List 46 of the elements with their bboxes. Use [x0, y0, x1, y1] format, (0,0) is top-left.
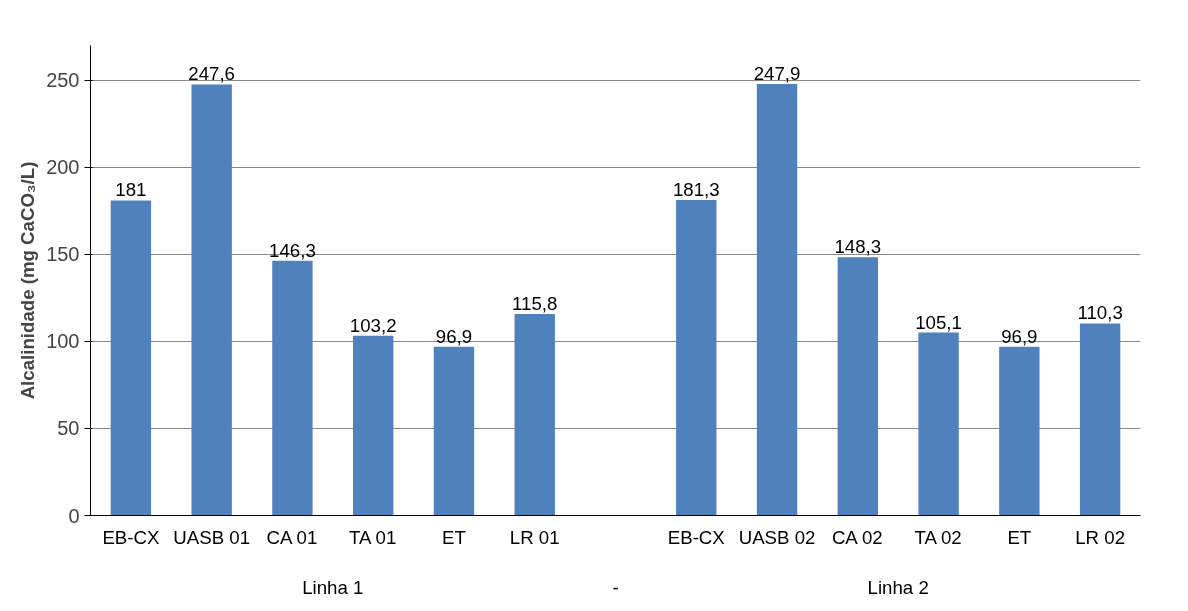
x-tick-label: EB-CX	[667, 526, 726, 548]
bar	[918, 332, 959, 516]
x-tick-label: UASB 01	[173, 526, 251, 548]
x-tick-label: UASB 02	[738, 526, 816, 548]
x-tick-label: EB-CX	[102, 526, 160, 548]
bar	[191, 84, 232, 516]
data-label: 247,6	[188, 63, 235, 85]
data-label: 115,8	[512, 292, 558, 314]
data-label: 103,2	[349, 314, 397, 336]
x-tick-label: TA 02	[914, 526, 962, 548]
data-label: 181	[115, 179, 147, 201]
y-axis-title: Alcalinidade (mg CaCO₃/L)	[17, 161, 39, 400]
data-label: 105,1	[915, 311, 962, 333]
y-tick-label: 200	[46, 156, 80, 179]
y-tick-label: 150	[46, 243, 80, 266]
x-tick-label: ET	[1007, 526, 1032, 548]
bar	[110, 200, 152, 516]
y-tick-label: 250	[46, 69, 80, 92]
bar	[676, 199, 717, 516]
data-label: 96,9	[1001, 325, 1038, 347]
data-label: 96,9	[435, 325, 473, 347]
data-label: 181,3	[672, 178, 720, 200]
bar	[353, 335, 394, 516]
bar	[514, 313, 555, 516]
data-label: 148,3	[834, 236, 882, 258]
x-tick-label: ET	[442, 526, 466, 548]
data-label: 110,3	[1077, 302, 1123, 324]
bar	[837, 257, 878, 516]
x-tick-label: LR 01	[509, 526, 560, 548]
text: Linha 2	[867, 576, 929, 598]
y-tick-label: 50	[57, 417, 80, 440]
y-tick-label: 0	[68, 504, 80, 527]
bar	[756, 83, 798, 516]
bar	[999, 346, 1040, 516]
bar	[1079, 323, 1121, 516]
x-tick-label: CA 02	[831, 526, 883, 548]
text: Linha 1	[302, 576, 364, 598]
data-label: 146,3	[269, 239, 316, 261]
bar	[433, 346, 475, 516]
x-tick-label: LR 02	[1075, 526, 1126, 548]
x-tick-label: CA 01	[266, 526, 318, 548]
data-label: 247,9	[753, 62, 801, 84]
y-tick-label: 100	[46, 330, 80, 353]
bar	[272, 260, 313, 516]
text: -	[612, 576, 619, 598]
x-tick-label: TA 01	[349, 526, 397, 548]
